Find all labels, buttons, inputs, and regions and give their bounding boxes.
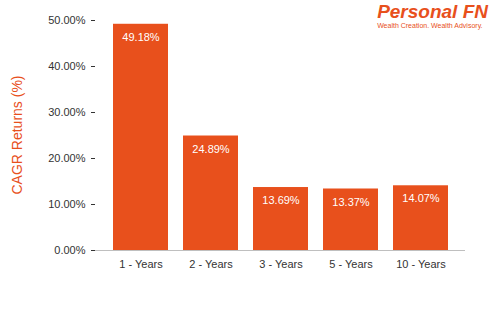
html-text:Wealth Creation. Wealth Adviso: Wealth Creation. Wealth Advisory.: [377, 22, 483, 29]
svg-text:30.00%: 30.00%: [48, 106, 86, 118]
svg-text:20.00%: 20.00%: [48, 152, 86, 164]
svg-text:3 - Years: 3 - Years: [259, 258, 303, 270]
svg-text:CAGR Returns (%): CAGR Returns (%): [9, 75, 25, 194]
svg-text:2 - Years: 2 - Years: [189, 258, 233, 270]
svg-text:49.18%: 49.18%: [122, 31, 160, 43]
svg-text:50.00%: 50.00%: [48, 14, 86, 26]
svg-text:14.07%: 14.07%: [402, 192, 440, 204]
svg-text:0.00%: 0.00%: [54, 244, 85, 256]
svg-text:5 - Years: 5 - Years: [329, 258, 373, 270]
html-text:Personal FN: Personal FN: [377, 1, 488, 22]
svg-text:10.00%: 10.00%: [48, 198, 86, 210]
svg-text:13.37%: 13.37%: [332, 196, 370, 208]
svg-text:1 - Years: 1 - Years: [119, 258, 163, 270]
svg-text:10 - Years: 10 - Years: [396, 258, 446, 270]
svg-text:24.89%: 24.89%: [192, 143, 230, 155]
svg-text:40.00%: 40.00%: [48, 60, 86, 72]
svg-text:13.69%: 13.69%: [262, 194, 300, 206]
